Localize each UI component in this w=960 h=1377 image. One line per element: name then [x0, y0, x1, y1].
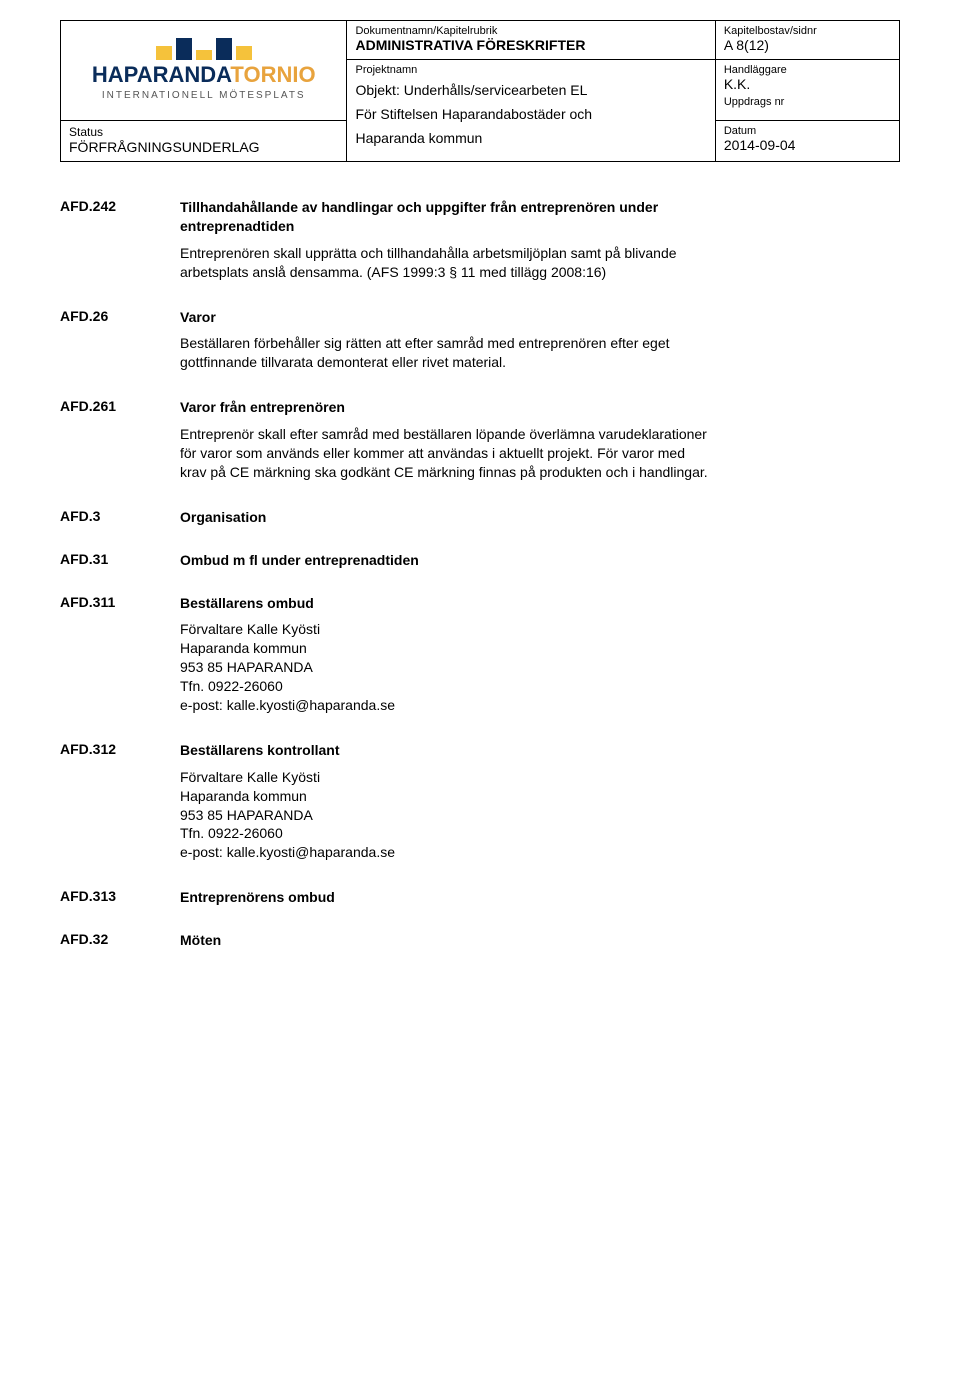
datum-value: 2014-09-04: [724, 137, 891, 153]
dok-cell: Dokumentnamn/Kapitelrubrik ADMINISTRATIV…: [347, 21, 715, 60]
section: AFD.261Varor från entreprenören Entrepren…: [60, 398, 900, 492]
datum-label: Datum: [724, 125, 891, 137]
section-paragraph: Förvaltare Kalle Kyösti Haparanda kommun…: [180, 620, 710, 714]
section-title: Entreprenörens ombud: [180, 888, 710, 907]
section-body: Varor Beställaren förbehåller sig rätten …: [180, 308, 900, 383]
section-title: Varor: [180, 308, 710, 327]
section-body: Möten: [180, 931, 900, 958]
hand-value: K.K.: [724, 76, 891, 92]
section-paragraph: Förvaltare Kalle Kyösti Haparanda kommun…: [180, 768, 710, 862]
section: AFD.311Beställarens ombud Förvaltare Kall…: [60, 594, 900, 725]
section-paragraph: Entreprenör skall efter samråd med bestä…: [180, 425, 710, 482]
section-code: AFD.312: [60, 741, 180, 872]
section-paragraph: Beställaren förbehåller sig rätten att e…: [180, 334, 710, 372]
section-code: AFD.313: [60, 888, 180, 915]
section-code: AFD.242: [60, 198, 180, 292]
logo-name-1: HAPARANDA: [92, 62, 231, 87]
section-title: Varor från entreprenören: [180, 398, 710, 417]
logo-name-2: TORNIO: [230, 62, 315, 87]
section-body: Ombud m fl under entreprenadtiden: [180, 551, 900, 578]
proj-line-2: För Stiftelsen Haparandabostäder och: [355, 106, 706, 122]
section: AFD.26Varor Beställaren förbehåller sig r…: [60, 308, 900, 383]
proj-line-1: Objekt: Underhålls/servicearbeten EL: [355, 82, 706, 98]
section: AFD.31Ombud m fl under entreprenadtiden: [60, 551, 900, 578]
status-cell: Status FÖRFRÅGNINGSUNDERLAG: [61, 121, 347, 162]
section-body: Entreprenörens ombud: [180, 888, 900, 915]
section-title: Möten: [180, 931, 710, 950]
page: HAPARANDATORNIO INTERNATIONELL MÖTESPLAT…: [0, 0, 960, 1014]
section-title: Organisation: [180, 508, 710, 527]
logo-cell: HAPARANDATORNIO INTERNATIONELL MÖTESPLAT…: [61, 21, 347, 121]
proj-line-3: Haparanda kommun: [355, 130, 706, 146]
logo-subtitle: INTERNATIONELL MÖTESPLATS: [92, 90, 316, 101]
dok-label: Dokumentnamn/Kapitelrubrik: [355, 25, 706, 37]
status-value: FÖRFRÅGNINGSUNDERLAG: [69, 139, 338, 155]
section-body: Organisation: [180, 508, 900, 535]
datum-cell: Datum 2014-09-04: [715, 121, 899, 162]
logo-name: HAPARANDATORNIO: [92, 62, 316, 88]
section-title: Beställarens ombud: [180, 594, 710, 613]
section-code: AFD.31: [60, 551, 180, 578]
hand-uppd-cell: Handläggare K.K. Uppdrags nr: [715, 60, 899, 121]
uppd-label: Uppdrags nr: [724, 96, 891, 108]
section: AFD.3Organisation: [60, 508, 900, 535]
kap-label: Kapitelbostav/sidnr: [724, 25, 891, 37]
section-body: Beställarens kontrollant Förvaltare Kalle…: [180, 741, 900, 872]
section: AFD.32Möten: [60, 931, 900, 958]
dok-value: ADMINISTRATIVA FÖRESKRIFTER: [355, 37, 706, 53]
section-code: AFD.311: [60, 594, 180, 725]
section: AFD.313Entreprenörens ombud: [60, 888, 900, 915]
section-body: Beställarens ombud Förvaltare Kalle Kyöst…: [180, 594, 900, 725]
section: AFD.242Tillhandahållande av handlingar o…: [60, 198, 900, 292]
section-code: AFD.26: [60, 308, 180, 383]
section-body: Varor från entreprenören Entreprenör skal…: [180, 398, 900, 492]
section-title: Ombud m fl under entreprenadtiden: [180, 551, 710, 570]
section-code: AFD.3: [60, 508, 180, 535]
section-paragraph: Entreprenören skall upprätta och tillhan…: [180, 244, 710, 282]
header-table: HAPARANDATORNIO INTERNATIONELL MÖTESPLAT…: [60, 20, 900, 162]
section: AFD.312Beställarens kontrollant Förvaltar…: [60, 741, 900, 872]
kap-value: A 8(12): [724, 37, 891, 53]
status-label: Status: [69, 125, 338, 139]
section-code: AFD.32: [60, 931, 180, 958]
content: AFD.242Tillhandahållande av handlingar o…: [60, 198, 900, 958]
kap-cell: Kapitelbostav/sidnr A 8(12): [715, 21, 899, 60]
hand-label: Handläggare: [724, 64, 891, 76]
section-title: Beställarens kontrollant: [180, 741, 710, 760]
section-code: AFD.261: [60, 398, 180, 492]
logo: HAPARANDATORNIO INTERNATIONELL MÖTESPLAT…: [92, 38, 316, 101]
section-title: Tillhandahållande av handlingar och uppg…: [180, 198, 710, 236]
logo-bars: [92, 38, 316, 60]
section-body: Tillhandahållande av handlingar och uppg…: [180, 198, 900, 292]
proj-cell: Projektnamn Objekt: Underhålls/servicear…: [347, 60, 715, 162]
proj-label: Projektnamn: [355, 64, 706, 76]
